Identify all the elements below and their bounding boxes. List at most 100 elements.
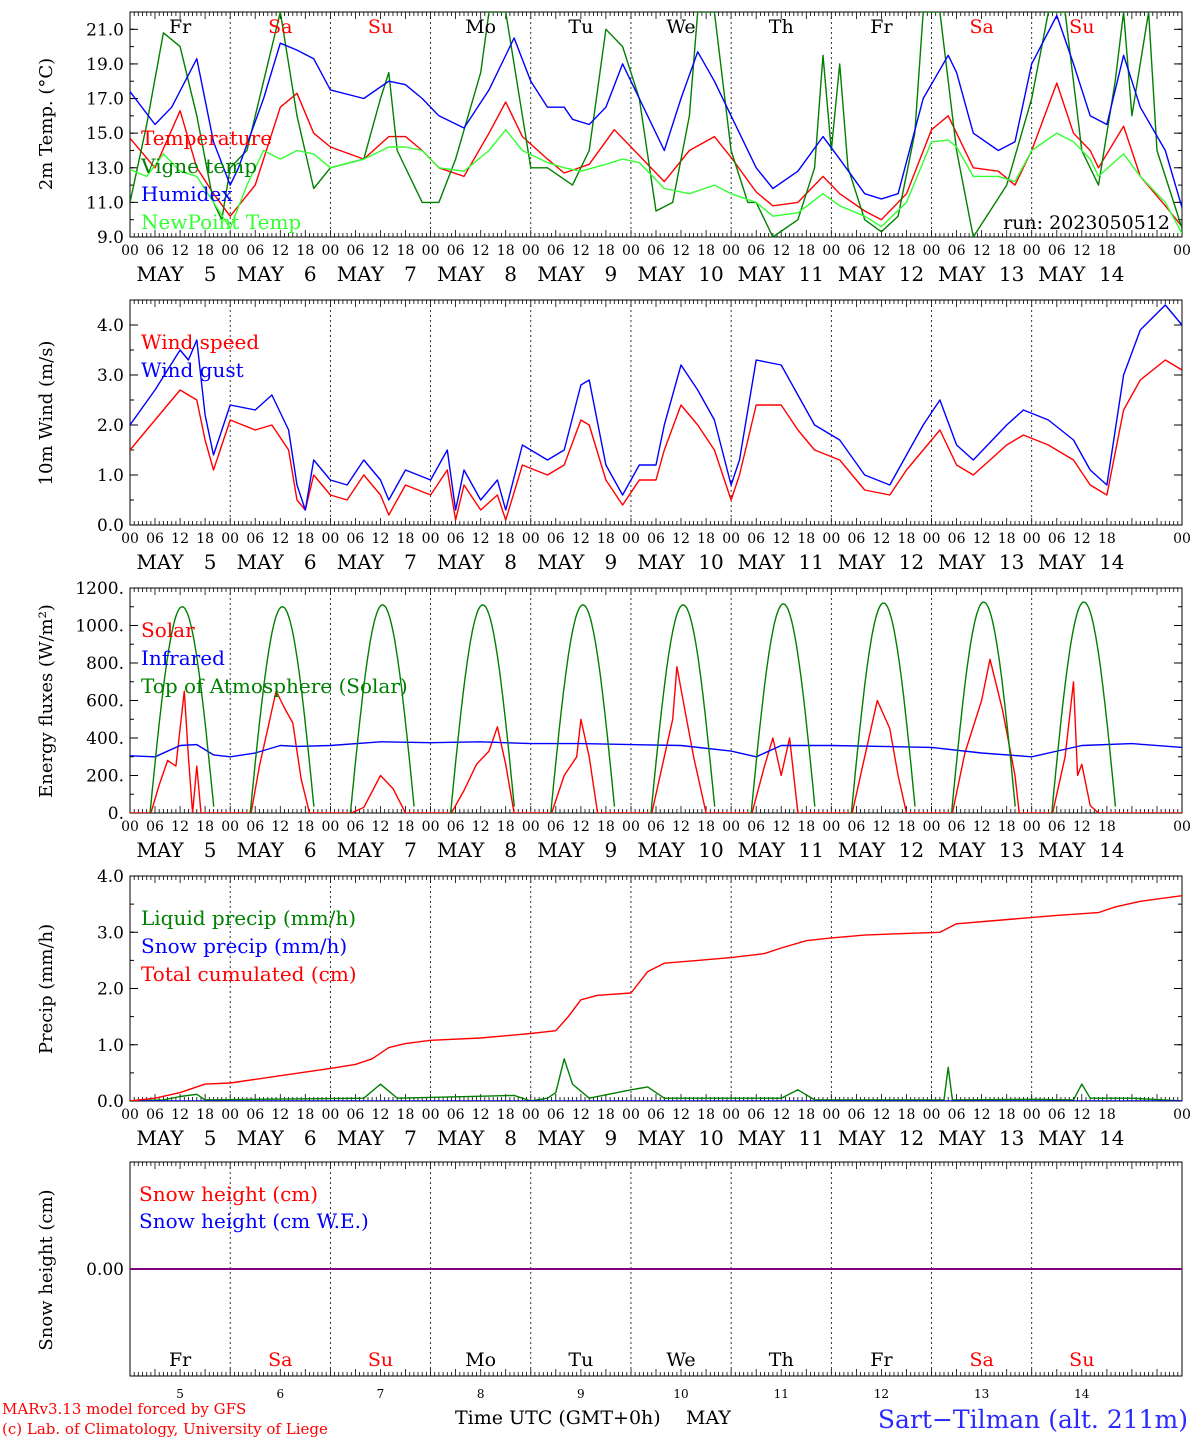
bottom-day-number: 12 bbox=[874, 1387, 889, 1401]
x-hour-tick-label: 00 bbox=[923, 243, 941, 259]
bottom-day-number: 10 bbox=[673, 1387, 688, 1401]
x-hour-tick-label: 06 bbox=[948, 819, 966, 835]
x-hour-tick-label: 06 bbox=[447, 243, 465, 259]
y-axis-label: Precip (mm/h) bbox=[36, 924, 57, 1054]
x-hour-tick-label: 00 bbox=[923, 1107, 941, 1123]
x-day-label: 7 bbox=[404, 262, 417, 286]
legend-entry: Liquid precip (mm/h) bbox=[141, 906, 356, 930]
x-month-label: MAY bbox=[437, 550, 485, 574]
x-hour-tick-label: 12 bbox=[572, 243, 590, 259]
x-month-label: MAY bbox=[237, 838, 285, 862]
y-tick-label: 0.0 bbox=[97, 1092, 124, 1112]
x-hour-tick-label: 12 bbox=[672, 1107, 690, 1123]
x-hour-tick-label: 06 bbox=[847, 1107, 865, 1123]
x-hour-tick-label: 06 bbox=[847, 243, 865, 259]
x-month-label: MAY bbox=[337, 262, 385, 286]
x-day-label: 14 bbox=[1099, 838, 1124, 862]
x-month-label: MAY bbox=[437, 838, 485, 862]
x-hour-tick-label: 00 bbox=[622, 819, 640, 835]
hour-ticks bbox=[129, 1162, 1183, 1376]
x-hour-tick-label: 12 bbox=[672, 819, 690, 835]
bottom-day-number: 7 bbox=[377, 1387, 385, 1401]
x-month-label: MAY bbox=[1038, 550, 1086, 574]
x-day-label: 5 bbox=[204, 262, 217, 286]
weekday-label: We bbox=[666, 1349, 695, 1371]
x-hour-tick-label: 00 bbox=[1023, 1107, 1041, 1123]
x-hour-tick-label: 00 bbox=[722, 1107, 740, 1123]
x-hour-tick-label: 06 bbox=[547, 243, 565, 259]
series-line-precip-2 bbox=[130, 895, 1182, 1101]
x-hour-tick-label: 06 bbox=[146, 531, 164, 547]
x-hour-tick-label: 06 bbox=[347, 243, 365, 259]
x-tick-labels: 00 06 12 18 00 06 12 18 00 06 12 18 00 06 12 18 00 06 12 18… bbox=[121, 819, 1191, 862]
x-month-label: MAY bbox=[537, 550, 585, 574]
x-hour-tick-label: 00 bbox=[722, 819, 740, 835]
x-day-label: 6 bbox=[304, 838, 317, 862]
x-hour-tick-label: 18 bbox=[196, 819, 214, 835]
y-tick-label: 1.0 bbox=[97, 466, 124, 486]
legend-entry: Humidex bbox=[141, 182, 233, 206]
weekday-label: Sa bbox=[268, 1349, 292, 1371]
x-tick-labels: 00 06 12 18 00 06 12 18 00 06 12 18 00 06 12 18 00 06 12 18… bbox=[121, 531, 1191, 574]
x-day-label: 9 bbox=[604, 262, 617, 286]
x-hour-tick-label: 18 bbox=[397, 243, 415, 259]
x-hour-tick-label: 06 bbox=[747, 243, 765, 259]
series-line-energy-1 bbox=[130, 741, 1182, 758]
x-hour-tick-label: 18 bbox=[597, 819, 615, 835]
weekday-label: Sa bbox=[969, 16, 993, 38]
x-day-label: 11 bbox=[799, 262, 824, 286]
x-month-label: MAY bbox=[738, 1126, 786, 1150]
x-hour-tick-label: 18 bbox=[797, 819, 815, 835]
x-hour-tick-label: 00 bbox=[822, 243, 840, 259]
x-hour-tick-label: 18 bbox=[697, 1107, 715, 1123]
x-hour-tick-label: 00 bbox=[522, 1107, 540, 1123]
x-hour-tick-label: 06 bbox=[1048, 1107, 1066, 1123]
x-day-label: 6 bbox=[304, 550, 317, 574]
y-tick-label: 800. bbox=[86, 654, 124, 674]
series-line-temperature-0 bbox=[130, 82, 1182, 228]
y-tick-label: 3.0 bbox=[97, 366, 124, 386]
weekday-label: Mo bbox=[465, 1349, 496, 1371]
x-day-label: 9 bbox=[604, 1126, 617, 1150]
x-hour-tick-label: 12 bbox=[973, 819, 991, 835]
x-hour-tick-label: 06 bbox=[647, 243, 665, 259]
x-hour-tick-label: 00 bbox=[1023, 531, 1041, 547]
x-hour-tick-label: 12 bbox=[572, 1107, 590, 1123]
x-hour-tick-label: 12 bbox=[372, 243, 390, 259]
x-hour-tick-label: 18 bbox=[797, 243, 815, 259]
x-month-label: MAY bbox=[237, 262, 285, 286]
x-hour-tick-label: 06 bbox=[948, 1107, 966, 1123]
series-line-energy-2 bbox=[149, 601, 1117, 813]
x-hour-tick-label: 06 bbox=[246, 243, 264, 259]
x-hour-tick-label: 18 bbox=[697, 243, 715, 259]
x-hour-tick-label: 12 bbox=[472, 819, 490, 835]
x-hour-tick-label: 18 bbox=[497, 531, 515, 547]
weekday-label: Fr bbox=[870, 16, 893, 38]
x-day-label: 6 bbox=[304, 262, 317, 286]
x-hour-tick-label: 18 bbox=[697, 819, 715, 835]
x-hour-tick-label: 18 bbox=[296, 819, 314, 835]
x-hour-tick-label: 12 bbox=[1073, 819, 1091, 835]
series-line-precip-0 bbox=[130, 1058, 1182, 1101]
x-hour-tick-label: 18 bbox=[397, 531, 415, 547]
legend-entry: Snow precip (mm/h) bbox=[141, 934, 347, 958]
x-tick-labels: 00 06 12 18 00 06 12 18 00 06 12 18 00 06 12 18 00 06 12 18… bbox=[121, 1107, 1191, 1150]
x-hour-tick-label: 18 bbox=[397, 1107, 415, 1123]
legend-entry: Top of Atmosphere (Solar) bbox=[141, 674, 408, 698]
x-hour-tick-label: 12 bbox=[772, 819, 790, 835]
x-month-label: MAY bbox=[637, 550, 685, 574]
y-tick-label: 1.0 bbox=[97, 1036, 124, 1056]
series-group bbox=[130, 12, 1182, 237]
weekday-label: Su bbox=[368, 16, 393, 38]
bottom-day-number: 13 bbox=[974, 1387, 989, 1401]
x-hour-tick-label: 06 bbox=[948, 531, 966, 547]
x-hour-tick-label: 12 bbox=[271, 531, 289, 547]
panel-wind: 0.0 1.0 2.0 3.0 4.0 10m Wind (m/s) Wind speed W… bbox=[36, 299, 1191, 574]
x-month-label: MAY bbox=[537, 262, 585, 286]
x-hour-tick-label: 00 bbox=[923, 819, 941, 835]
x-hour-tick-label: 12 bbox=[472, 531, 490, 547]
y-tick-label: 21.0 bbox=[86, 20, 124, 40]
x-hour-tick-label: 12 bbox=[1073, 243, 1091, 259]
x-day-label: 10 bbox=[698, 262, 723, 286]
legend-entry: Wind gust bbox=[141, 358, 244, 382]
